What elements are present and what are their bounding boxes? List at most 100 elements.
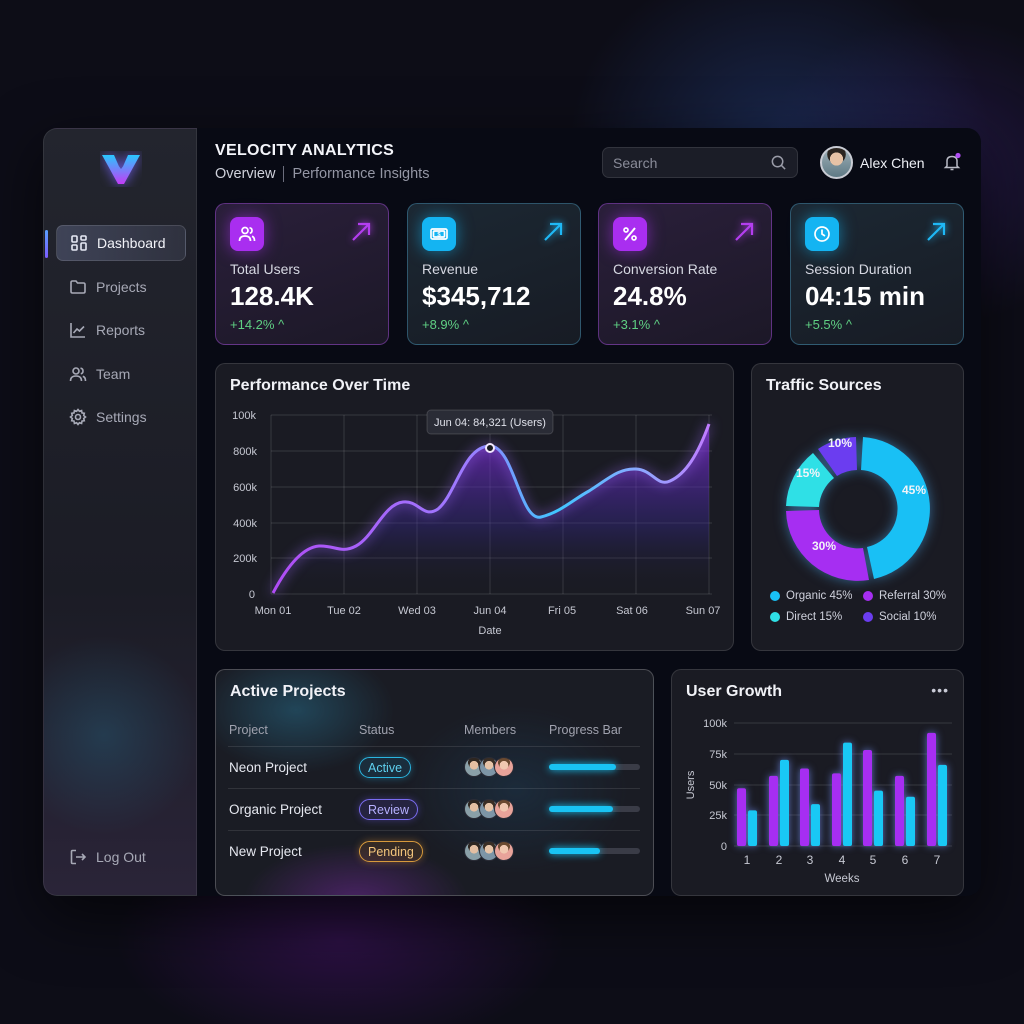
slice-labels: 45% 30% 15% 10% <box>796 436 926 553</box>
bar[interactable] <box>800 768 809 846</box>
legend-organic: Organic 45% <box>770 590 852 602</box>
performance-line-chart[interactable]: 100k 800k 600k 400k 200k 0 Mon 01 Tue 02 Wed 03… <box>216 364 735 652</box>
sidebar-nav: Dashboard Projects Reports Team Settings <box>45 225 186 443</box>
bar[interactable] <box>843 742 852 846</box>
kpi-change: +8.9% ^ <box>422 317 469 332</box>
svg-text:Wed 03: Wed 03 <box>398 605 436 617</box>
bar[interactable] <box>895 775 904 846</box>
slice-organic[interactable] <box>861 437 930 579</box>
project-name[interactable]: Organic Project <box>229 802 323 817</box>
kpi-change: +3.1% ^ <box>613 317 660 332</box>
dollar-bill-icon: $ <box>430 228 448 240</box>
folder-icon <box>70 279 86 294</box>
sidebar-item-dashboard[interactable]: Dashboard <box>45 225 186 261</box>
svg-text:15%: 15% <box>796 466 820 480</box>
kpi-card-conversion-rate[interactable]: Conversion Rate 24.8% +3.1% ^ <box>598 203 772 345</box>
svg-text:3: 3 <box>807 853 814 867</box>
percent-icon <box>623 227 637 241</box>
search-input[interactable] <box>613 154 753 171</box>
svg-text:50k: 50k <box>709 780 727 792</box>
highlight-point[interactable] <box>485 443 495 453</box>
sidebar-item-team[interactable]: Team <box>56 356 186 392</box>
panel-title: Traffic Sources <box>766 377 882 394</box>
column-header-project[interactable]: Project <box>229 723 268 737</box>
kpi-label: Session Duration <box>805 261 912 277</box>
svg-text:400k: 400k <box>233 518 257 530</box>
bar[interactable] <box>737 788 746 846</box>
user-growth-bar-chart[interactable]: 100k 75k 50k 25k 0 Users 1 2 3 4 5 6 7 Weeks <box>672 670 965 897</box>
avatar <box>494 799 514 819</box>
bar[interactable] <box>927 732 936 846</box>
sidebar-item-label: Settings <box>96 409 147 425</box>
traffic-donut-chart[interactable]: 45% 30% 15% 10% <box>752 414 965 614</box>
notification-bell-icon[interactable] <box>942 152 962 172</box>
progress-bar <box>549 848 640 854</box>
svg-text:800k: 800k <box>233 446 257 458</box>
sidebar-item-settings[interactable]: Settings <box>56 399 186 435</box>
sidebar-item-projects[interactable]: Projects <box>56 269 186 305</box>
member-avatars[interactable] <box>464 841 514 861</box>
divider <box>228 746 640 747</box>
more-options-button[interactable]: ••• <box>931 682 949 698</box>
member-avatars[interactable] <box>464 799 514 819</box>
bars <box>737 732 947 846</box>
bar[interactable] <box>769 775 778 846</box>
kpi-card-session-duration[interactable]: Session Duration 04:15 min +5.5% ^ <box>790 203 964 345</box>
sidebar-item-reports[interactable]: Reports <box>56 312 186 348</box>
logout-button[interactable]: Log Out <box>69 848 146 866</box>
bar[interactable] <box>938 764 947 846</box>
divider <box>228 788 640 789</box>
bar[interactable] <box>874 790 883 846</box>
slice-direct[interactable] <box>786 453 834 507</box>
bar[interactable] <box>906 796 915 846</box>
breadcrumb-overview[interactable]: Overview <box>215 166 276 182</box>
bar[interactable] <box>863 750 872 846</box>
trend-up-arrow-icon <box>544 222 563 241</box>
app-title: VELOCITY ANALYTICS <box>215 142 395 159</box>
svg-text:0: 0 <box>249 589 255 601</box>
kpi-card-total-users[interactable]: Total Users 128.4K +14.2% ^ <box>215 203 389 345</box>
svg-text:10%: 10% <box>828 436 852 450</box>
project-name[interactable]: Neon Project <box>229 760 308 775</box>
user-avatar[interactable] <box>820 146 853 179</box>
progress-fill <box>549 764 617 770</box>
kpi-card-revenue[interactable]: $ Revenue $345,712 +8.9% ^ <box>407 203 581 345</box>
bar[interactable] <box>832 773 841 846</box>
svg-text:0: 0 <box>721 841 727 853</box>
column-header-status[interactable]: Status <box>359 723 395 737</box>
kpi-label: Revenue <box>422 261 479 277</box>
svg-text:Weeks: Weeks <box>825 873 860 885</box>
trend-up-arrow-icon <box>927 222 946 241</box>
search-icon[interactable] <box>770 154 787 171</box>
x-axis-labels: Mon 01 Tue 02 Wed 03 Jun 04 Fri 05 Sat 06 Sun … <box>255 605 721 637</box>
kpi-label: Conversion Rate <box>613 261 718 277</box>
avatar <box>464 841 484 861</box>
trend-up-arrow-icon <box>352 222 371 241</box>
bar[interactable] <box>780 759 789 846</box>
gear-icon <box>69 408 87 426</box>
project-name[interactable]: New Project <box>229 844 302 859</box>
member-avatars[interactable] <box>464 757 514 777</box>
breadcrumb-performance-insights[interactable]: Performance Insights <box>292 166 430 182</box>
avatar <box>494 757 514 777</box>
search-box[interactable] <box>602 147 798 178</box>
velocity-logo-icon <box>102 155 140 184</box>
column-header-progress[interactable]: Progress Bar <box>549 723 622 737</box>
slice-referral[interactable] <box>786 510 869 581</box>
line-chart-icon <box>70 323 85 338</box>
panel-title: Performance Over Time <box>230 377 411 394</box>
column-header-members[interactable]: Members <box>464 723 517 737</box>
slice-social[interactable] <box>818 437 857 476</box>
svg-text:$: $ <box>437 232 441 238</box>
bar[interactable] <box>811 804 820 846</box>
user-name[interactable]: Alex Chen <box>860 155 925 171</box>
svg-text:100k: 100k <box>232 410 256 422</box>
bar[interactable] <box>748 810 757 846</box>
avatar <box>479 799 499 819</box>
svg-text:600k: 600k <box>233 482 257 494</box>
user-growth-panel: User Growth ••• 100k 75k 50k 25k 0 Users 1 2 3… <box>671 669 964 896</box>
kpi-label: Total Users <box>230 261 301 277</box>
logout-label: Log Out <box>96 849 146 865</box>
legend-social: Social 10% <box>863 611 937 623</box>
svg-text:Jun 04: 84,321 (Users): Jun 04: 84,321 (Users) <box>434 417 546 429</box>
